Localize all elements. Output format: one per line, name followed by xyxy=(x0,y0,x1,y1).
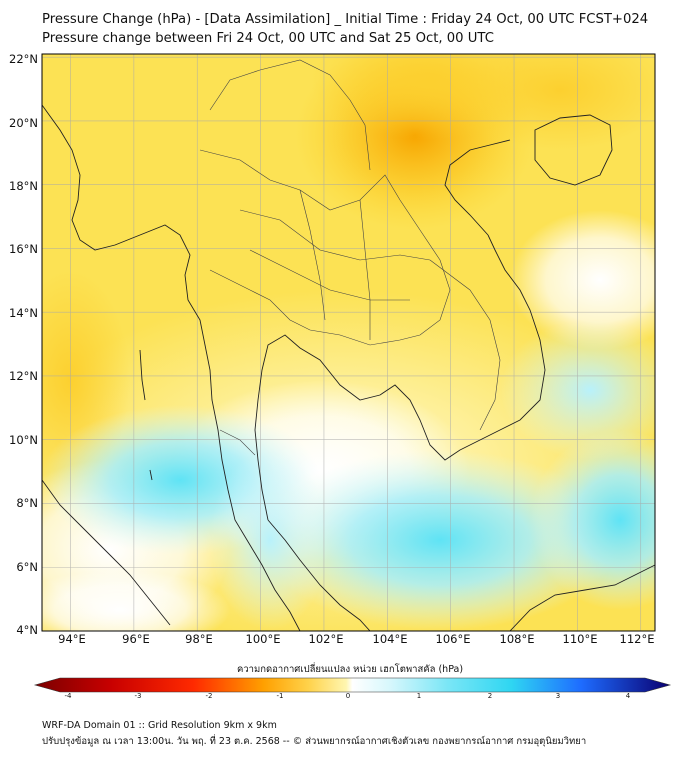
colorbar-tick: 0 xyxy=(345,692,351,700)
map-subtitle: Pressure change between Fri 24 Oct, 00 U… xyxy=(42,31,494,46)
colorbar-tick: 3 xyxy=(555,692,561,700)
colorbar-bar xyxy=(33,677,672,693)
map-frame xyxy=(41,53,656,632)
lat-label-16n: 16°N xyxy=(9,242,38,256)
field-layer xyxy=(42,54,655,631)
map-title: Pressure Change (hPa) - [Data Assimilati… xyxy=(42,12,649,27)
lon-label-112e: 112°E xyxy=(619,632,655,646)
colorbar-tick: 1 xyxy=(416,692,422,700)
colorbar-tick: -4 xyxy=(64,692,72,700)
lat-label-6n: 6°N xyxy=(16,560,38,574)
lon-label-102e: 102°E xyxy=(308,632,344,646)
lat-label-14n: 14°N xyxy=(9,306,38,320)
lon-label-100e: 100°E xyxy=(245,632,281,646)
graticule xyxy=(42,54,655,632)
lon-label-104e: 104°E xyxy=(372,632,408,646)
province-borders xyxy=(199,59,501,456)
lon-label-96e: 96°E xyxy=(122,632,150,646)
colorbar-tick: -3 xyxy=(134,692,142,700)
lat-label-18n: 18°N xyxy=(9,179,38,193)
colorbar-title: ความกดอากาศเปลี่ยนแปลง หน่วย เฮกโตพาสคัล… xyxy=(236,664,464,675)
lon-label-98e: 98°E xyxy=(185,632,213,646)
lat-label-12n: 12°N xyxy=(9,369,38,383)
lon-label-94e: 94°E xyxy=(58,632,86,646)
lon-label-108e: 108°E xyxy=(499,632,535,646)
footer-update-info: ปรับปรุงข้อมูล ณ เวลา 13:00น. วัน พฤ. ที… xyxy=(42,736,587,747)
colorbar-tick: -1 xyxy=(276,692,284,700)
lat-label-8n: 8°N xyxy=(16,496,38,510)
lat-label-10n: 10°N xyxy=(9,433,38,447)
colorbar-tick: 4 xyxy=(625,692,631,700)
colorbar-tick: 2 xyxy=(487,692,493,700)
colorbar xyxy=(33,677,672,693)
colorbar-tick: -2 xyxy=(205,692,213,700)
lat-label-20n: 20°N xyxy=(9,116,38,130)
lat-label-22n: 22°N xyxy=(9,52,38,66)
footer-model-info: WRF-DA Domain 01 :: Grid Resolution 9km … xyxy=(42,720,277,731)
lat-label-4n: 4°N xyxy=(16,623,38,637)
coastline-layer xyxy=(42,104,655,631)
lon-label-110e: 110°E xyxy=(562,632,598,646)
lon-label-106e: 106°E xyxy=(435,632,471,646)
